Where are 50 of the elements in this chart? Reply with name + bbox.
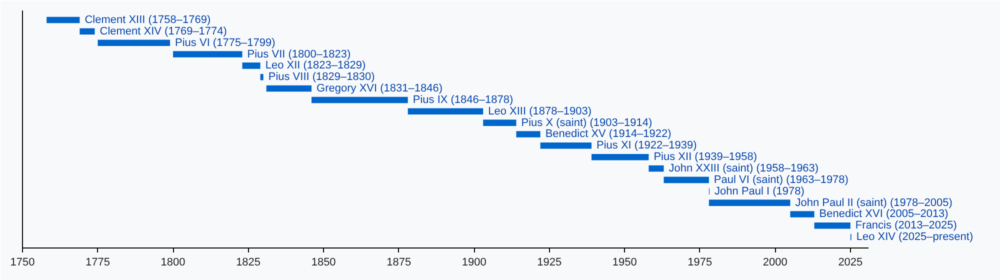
y-tick-label: Leo XIII (1878–1903) bbox=[488, 105, 592, 118]
y-tick-label: Gregory XVI (1831–1846) bbox=[316, 82, 442, 95]
y-tick-label: Francis (2013–2025) bbox=[855, 220, 957, 232]
y-tick-label: Clement XIII (1758–1769) bbox=[84, 14, 211, 26]
x-tick-label: 1750 bbox=[10, 256, 35, 268]
bar bbox=[814, 222, 850, 229]
y-tick-label: Pius VIII (1829–1830) bbox=[268, 71, 375, 84]
y-tick-label: Leo XIV (2025–present) bbox=[856, 231, 974, 244]
bar bbox=[312, 96, 408, 104]
bar bbox=[483, 120, 516, 126]
x-tick-label: 1825 bbox=[236, 256, 261, 268]
bar bbox=[242, 62, 260, 69]
bar bbox=[592, 154, 649, 160]
x-tick-label: 1800 bbox=[160, 256, 186, 268]
x-tick-label: 1850 bbox=[311, 256, 336, 268]
y-tick-label: Benedict XV (1914–1922) bbox=[545, 128, 672, 140]
y-tick-label: Pius VI (1775–1799) bbox=[175, 36, 276, 49]
bar bbox=[516, 131, 540, 138]
x-tick-label: 1950 bbox=[612, 256, 637, 268]
y-tick-label: John Paul I (1978) bbox=[714, 185, 804, 198]
x-tick-label: 1875 bbox=[386, 256, 412, 268]
y-tick-label: Pius VII (1800–1823) bbox=[247, 48, 351, 60]
y-tick-label: John XXIII (saint) (1958–1963) bbox=[668, 162, 819, 175]
bar bbox=[708, 200, 790, 206]
y-tick-label: Leo XII (1823–1829) bbox=[265, 60, 366, 72]
y-tick-label: Pius X (saint) (1903–1914) bbox=[521, 116, 652, 129]
x-tick-label: 1925 bbox=[537, 256, 562, 268]
bar bbox=[664, 176, 709, 184]
bar bbox=[408, 108, 484, 115]
y-tick-label: Benedict XVI (2005–2013) bbox=[819, 208, 948, 220]
bar bbox=[266, 85, 312, 92]
bar bbox=[790, 211, 814, 218]
bar bbox=[540, 142, 592, 149]
x-tick-label: 1975 bbox=[688, 256, 712, 268]
y-tick-label: Clement XIV (1769–1774) bbox=[100, 25, 227, 38]
bar bbox=[648, 165, 664, 172]
bar bbox=[173, 51, 242, 58]
x-tick-label: 1775 bbox=[86, 256, 110, 268]
x-tick-label: 2000 bbox=[762, 256, 788, 268]
bar bbox=[46, 16, 80, 24]
bar bbox=[80, 28, 95, 35]
y-tick-label: Paul VI (saint) (1963–1978) bbox=[714, 174, 848, 186]
x-tick-label: 2025 bbox=[838, 256, 863, 268]
y-tick-label: Pius IX (1846–1878) bbox=[412, 94, 514, 106]
bar bbox=[260, 74, 264, 80]
x-tick-label: 1900 bbox=[462, 256, 486, 268]
y-tick-label: John Paul II (saint) (1978–2005) bbox=[795, 196, 952, 209]
y-tick-label: Pius XI (1922–1939) bbox=[596, 140, 697, 152]
y-tick-label: Pius XII (1939–1958) bbox=[654, 151, 758, 164]
bar bbox=[98, 40, 170, 46]
